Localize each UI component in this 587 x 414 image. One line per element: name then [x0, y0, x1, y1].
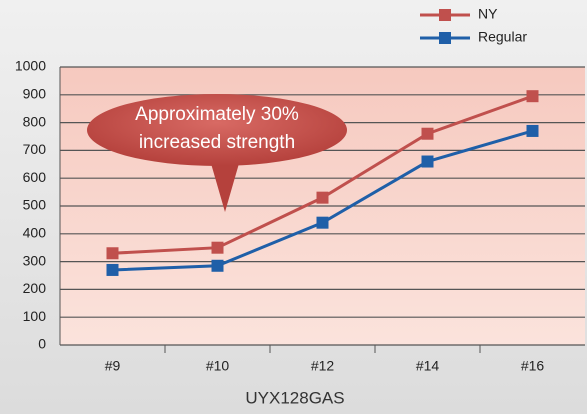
- marker: [421, 155, 434, 168]
- marker: [106, 247, 119, 260]
- callout-tail: [210, 160, 240, 212]
- legend-marker: [439, 9, 451, 21]
- marker: [316, 216, 329, 229]
- marker: [211, 259, 224, 272]
- marker: [316, 191, 329, 204]
- y-tick-label: 0: [38, 336, 46, 352]
- marker: [526, 124, 539, 137]
- legend-label: Regular: [478, 29, 527, 45]
- x-axis-label: UYX128GAS: [245, 388, 344, 407]
- x-tick-label: #9: [105, 358, 121, 374]
- y-tick-label: 100: [23, 308, 47, 324]
- x-tick-label: #10: [206, 358, 230, 374]
- y-tick-label: 300: [23, 252, 47, 268]
- callout: [87, 94, 347, 166]
- y-tick-label: 500: [23, 197, 47, 213]
- x-tick-label: #12: [311, 358, 335, 374]
- x-tick-label: #14: [416, 358, 440, 374]
- marker: [211, 241, 224, 254]
- annotation-line: increased strength: [139, 132, 295, 153]
- y-tick-label: 900: [23, 86, 47, 102]
- y-tick-label: 400: [23, 225, 47, 241]
- marker: [526, 90, 539, 103]
- y-tick-label: 600: [23, 169, 47, 185]
- x-tick-label: #16: [521, 358, 545, 374]
- marker: [421, 127, 434, 140]
- y-tick-label: 700: [23, 141, 47, 157]
- legend-marker: [439, 32, 451, 44]
- y-tick-label: 200: [23, 280, 47, 296]
- y-tick-label: 800: [23, 113, 47, 129]
- annotation-line: Approximately 30%: [135, 104, 299, 125]
- marker: [106, 263, 119, 276]
- legend-label: NY: [478, 6, 498, 22]
- y-tick-label: 1000: [15, 58, 46, 74]
